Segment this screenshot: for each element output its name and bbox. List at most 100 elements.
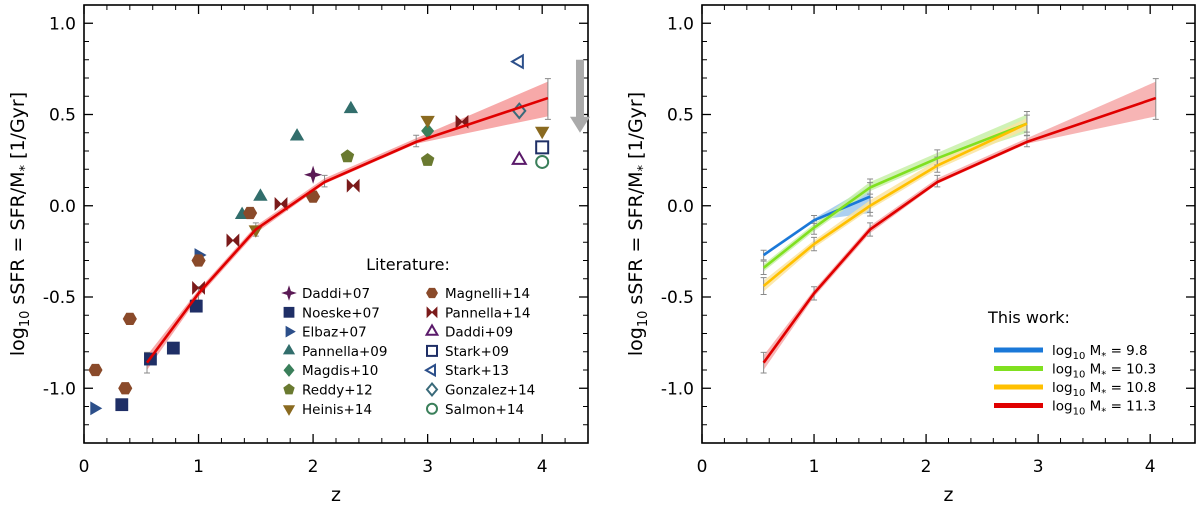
data-point [118, 382, 133, 395]
legend-label: Pannella+14 [445, 305, 531, 321]
y-tick-label: 0.5 [667, 106, 694, 126]
data-point [511, 150, 528, 165]
data-point [510, 53, 524, 70]
series-stark-09 [535, 140, 550, 155]
mass-bin-line [762, 122, 1028, 269]
legend-label: Daddi+09 [445, 325, 513, 341]
x-tick-label: 3 [1033, 457, 1044, 477]
data-point [115, 398, 129, 412]
mass-bin-line [762, 122, 1028, 288]
x-tick-label: 0 [697, 457, 708, 477]
mass-bin-line [762, 96, 1157, 364]
legend-marker [283, 383, 295, 395]
data-point [289, 128, 305, 141]
series-salmon-14 [535, 154, 550, 169]
legend-marker [283, 363, 295, 377]
mass-bin-line [762, 195, 871, 257]
series-stark-13 [510, 53, 524, 70]
legend-marker [426, 402, 438, 415]
y-tick-label: 0.0 [667, 197, 694, 217]
y-tick-label: 0.5 [49, 106, 76, 126]
y-tick-label: -1.0 [43, 379, 76, 399]
data-point [535, 154, 550, 169]
legend-label: Stark+09 [445, 344, 509, 360]
y-tick-label: -0.5 [661, 288, 694, 308]
legend-marker [424, 323, 440, 336]
data-point [253, 188, 268, 201]
data-point [88, 363, 103, 377]
legend-label: log10 M* = 10.3 [1052, 362, 1156, 381]
x-tick-label: 0 [79, 457, 90, 477]
data-point [226, 233, 240, 248]
y-tick-label: 1.0 [667, 14, 694, 34]
legend-marker [424, 363, 436, 378]
legend-label: Reddy+12 [302, 383, 373, 399]
data-point [191, 254, 206, 267]
x-tick-label: 1 [193, 457, 204, 477]
data-point [166, 341, 180, 355]
mass-bin-band [763, 118, 1027, 292]
legend-marker [426, 306, 438, 319]
legend-label: Noeske+07 [302, 305, 380, 321]
left-panel-marks [88, 53, 590, 416]
legend-marker [285, 325, 296, 338]
legend-label: log10 M* = 9.8 [1052, 343, 1148, 362]
y-axis-label: log10 sSFR = SFR/M* [1/Gyr] [625, 92, 651, 356]
data-point [535, 140, 550, 155]
legend-label: Heinis+14 [302, 402, 372, 418]
data-point [420, 153, 435, 166]
data-point [122, 312, 137, 326]
legend-label: Pannella+09 [302, 344, 388, 360]
right-panel-marks [760, 78, 1159, 374]
x-tick-label: 4 [1145, 457, 1156, 477]
legend-label: log10 M* = 10.8 [1052, 380, 1156, 399]
upper-limit-arrow [569, 59, 590, 133]
legend-literature: Literature: Daddi+07 Noeske+07 Elbaz+07 Pann… [281, 255, 535, 418]
legend-marker [282, 405, 296, 416]
series-reddy-12 [340, 149, 435, 166]
x-axis-label: z [944, 484, 954, 505]
data-point [534, 126, 550, 140]
data-point [420, 115, 435, 129]
legend-marker [426, 344, 438, 357]
y-tick-label: 0.0 [49, 197, 76, 217]
x-tick-label: 3 [422, 457, 433, 477]
legend-label: Daddi+07 [302, 286, 370, 302]
series-pannella-09 [234, 100, 359, 220]
mass-bin-band [763, 81, 1156, 371]
y-tick-label: -1.0 [661, 379, 694, 399]
legend-label: Stark+13 [445, 363, 509, 379]
data-point [303, 165, 323, 184]
legend-label: Elbaz+07 [302, 325, 367, 341]
x-tick-label: 2 [921, 457, 932, 477]
legend-marker [425, 381, 439, 398]
data-point [340, 149, 355, 163]
data-point [346, 178, 360, 193]
series-magnelli-14 [88, 190, 321, 395]
legend-marker [282, 343, 296, 355]
fit-line [145, 96, 549, 364]
y-tick-label: 1.0 [49, 14, 76, 34]
x-axis-label: z [331, 484, 341, 505]
legend-marker [426, 287, 438, 299]
legend-title: Literature: [366, 255, 450, 274]
legend-marker [281, 285, 297, 301]
legend-label: Magnelli+14 [445, 286, 530, 302]
legend-label: Salmon+14 [445, 402, 524, 418]
series-daddi-07 [303, 165, 323, 184]
x-tick-label: 2 [308, 457, 319, 477]
legend-label: log10 M* = 11.3 [1052, 399, 1156, 418]
y-axis-label: log10 sSFR = SFR/M* [1/Gyr] [7, 92, 33, 356]
data-point [274, 196, 288, 211]
x-tick-label: 1 [809, 457, 820, 477]
series-pannella-14 [192, 114, 469, 295]
data-point [343, 100, 359, 114]
legend-label: Gonzalez+14 [445, 383, 535, 399]
series-daddi-09 [511, 150, 528, 165]
legend-label: Magdis+10 [302, 363, 378, 379]
legend-marker [283, 306, 295, 318]
legend-title: This work: [987, 308, 1070, 327]
data-point [90, 401, 103, 416]
